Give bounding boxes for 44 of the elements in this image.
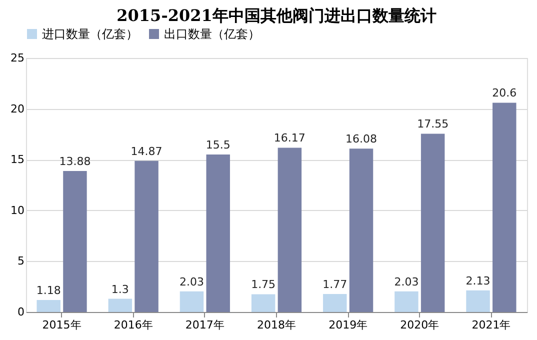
bar [492,102,516,312]
y-tick-label: 25 [10,52,24,64]
x-tick-label: 2016年 [114,318,153,332]
bar [251,294,276,312]
data-label: 14.87 [130,144,162,158]
x-tick-label: 2019年 [328,318,368,332]
bar [134,160,158,312]
y-tick-label: 20 [10,102,24,116]
data-label: 2.03 [394,275,419,288]
bar [108,298,132,312]
data-label: 1.18 [36,284,61,298]
legend-label: 出口数量（亿套） [164,27,260,41]
data-label: 20.6 [492,86,517,100]
data-label: 2.13 [466,274,490,288]
bar [180,291,204,312]
bar [278,148,302,312]
data-label: 13.88 [59,154,91,168]
bar [394,291,418,312]
bar [206,154,230,312]
data-label: 16.08 [346,132,378,146]
data-label: 16.17 [274,132,306,145]
data-label: 2.03 [179,275,204,288]
legend-label: 进口数量（亿套） [42,27,138,41]
bar [36,300,60,312]
y-tick-label: 0 [18,306,24,318]
y-tick-label: 15 [10,153,24,166]
chart-title: 2015-2021年中国其他阀门进出口数量统计 [116,6,436,25]
bar [349,148,374,312]
data-label: 1.75 [251,278,276,292]
bar [466,290,490,312]
bar [420,134,445,312]
x-tick-label: 2021年 [472,318,511,332]
x-tick-label: 2020年 [400,318,440,332]
data-label: 17.55 [417,118,449,131]
data-label: 1.77 [322,278,348,292]
bar [63,170,87,312]
bar [323,294,347,312]
y-tick-label: 10 [10,204,24,217]
x-tick-label: 2018年 [257,318,296,332]
y-tick-label: 5 [18,254,24,268]
x-tick-label: 2015年 [42,318,82,332]
x-tick-label: 2017年 [185,318,224,332]
data-label: 1.3 [111,282,129,296]
data-label: 15.5 [206,138,230,152]
